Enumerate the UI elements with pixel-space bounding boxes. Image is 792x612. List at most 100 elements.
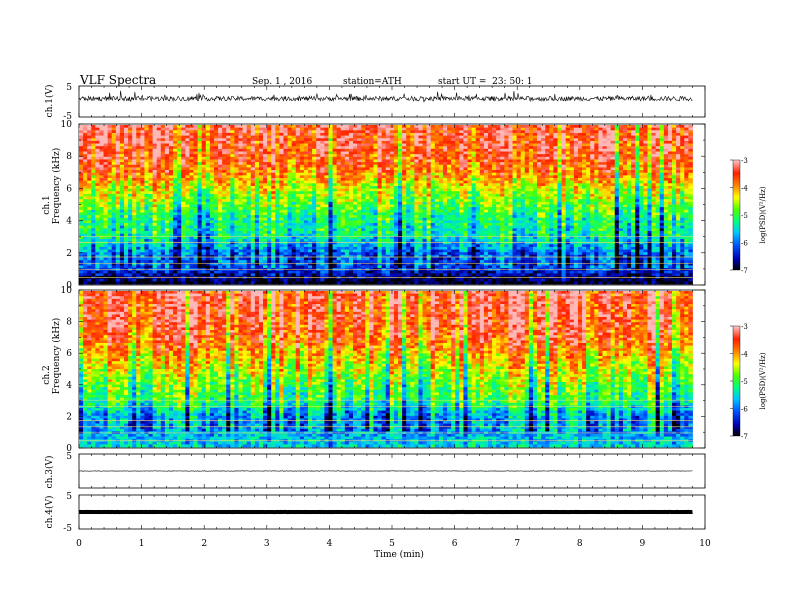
spectrogram-cell [393,193,399,197]
spectrogram-cell [230,278,235,282]
spectrogram-cell [185,154,190,158]
spectrogram-cell [410,257,415,261]
spectrogram-cell [111,135,117,139]
spectrogram-cell [320,170,325,174]
spectrogram-cell [393,228,399,232]
spectrogram-cell [173,138,178,142]
spectrogram-cell [136,193,141,197]
spectrogram-cell [128,193,133,197]
spectrogram-cell [103,178,109,182]
spectrogram-cell [230,130,235,134]
spectrogram-cell [287,204,293,208]
spectrogram-cell [246,212,252,216]
spectrogram-cell [209,201,215,205]
spectrogram-cell [222,262,227,266]
spectrogram-cell [95,183,100,187]
spectrogram-cell [168,140,174,144]
spectrogram-cell [156,180,162,184]
spectrogram-cell [418,140,423,144]
spectrogram-cell [291,273,297,277]
spectrogram-cell [312,188,317,192]
spectrogram-cell [79,254,84,258]
spectrogram-cell [393,225,399,229]
spectrogram-cell [79,167,84,171]
spectrogram-cell [119,246,125,250]
spectrogram-cell [246,196,252,200]
spectrogram-cell [299,162,305,166]
spectrogram-cell [312,260,317,264]
spectrogram-cell [87,246,92,250]
spectrogram-cell [348,196,354,200]
spectrogram-cell [336,180,342,184]
spectrogram-cell [393,191,399,195]
spectrogram-cell [185,225,190,229]
spectrogram-cell [369,183,374,187]
spectrogram-cell [283,127,288,131]
spectrogram-cell [373,238,378,242]
spectrogram-cell [389,207,395,211]
spectrogram-cell [295,260,301,264]
spectrogram-cell [193,270,199,274]
spectrogram-cell [295,228,301,232]
spectrogram-cell [295,167,301,171]
spectrogram-cell [283,257,288,261]
spectrogram-cell [123,231,129,235]
spectrogram-cell [402,151,407,155]
spectrogram-cell [115,148,121,152]
spectrogram-cell [344,125,350,129]
spectrogram-cell [213,252,219,256]
spectrogram-cell [107,196,113,200]
spectrogram-cell [299,125,305,129]
spectrogram-cell [357,135,362,139]
spectrogram-cell [185,135,190,139]
spectrogram-cell [218,246,223,250]
spectrogram-cell [373,132,378,136]
spectrogram-cell [365,207,370,211]
spectrogram-cell [140,188,145,192]
spectrogram-cell [168,183,174,187]
spectrogram-cell [189,220,194,224]
spectrogram-cell [357,138,362,142]
spectrogram-cell [332,175,338,179]
spectrogram-cell [201,244,207,248]
spectrogram-cell [250,223,256,227]
spectrogram-cell [414,228,419,232]
spectrogram-cell [197,188,203,192]
spectrogram-cell [242,273,248,277]
spectrogram-cell [205,193,211,197]
spectrogram-cell [246,262,252,266]
spectrogram-cell [226,167,231,171]
spectrogram-cell [344,281,350,285]
spectrogram-cell [246,260,252,264]
spectrogram-cell [320,215,325,219]
spectrogram-cell [287,130,293,134]
spectrogram-cell [246,178,252,182]
spectrogram-cell [393,130,399,134]
spectrogram-cell [144,183,149,187]
spectrogram-cell [230,246,235,250]
spectrogram-cell [263,178,268,182]
spectrogram-cell [254,273,260,277]
spectrogram-cell [218,241,223,245]
spectrogram-cell [410,212,415,216]
spectrogram-cell [328,175,333,179]
spectrogram-cell [95,212,100,216]
spectrogram-cell [226,196,231,200]
spectrogram-cell [136,175,141,179]
spectrogram-cell [103,170,109,174]
spectrogram-cell [185,199,190,203]
spectrogram-cell [201,135,207,139]
spectrogram-cell [361,172,366,176]
spectrogram-cell [177,281,182,285]
spectrogram-cell [406,185,411,189]
spectrogram-cell [369,265,374,269]
spectrogram-cell [287,178,293,182]
spectrogram-cell [308,257,313,261]
spectrogram-cell [275,217,280,221]
spectrogram-cell [398,127,403,131]
spectrogram-cell [373,185,378,189]
spectrogram-cell [332,262,338,266]
spectrogram-cell [398,146,403,150]
spectrogram-cell [160,209,166,213]
spectrogram-cell [406,204,411,208]
